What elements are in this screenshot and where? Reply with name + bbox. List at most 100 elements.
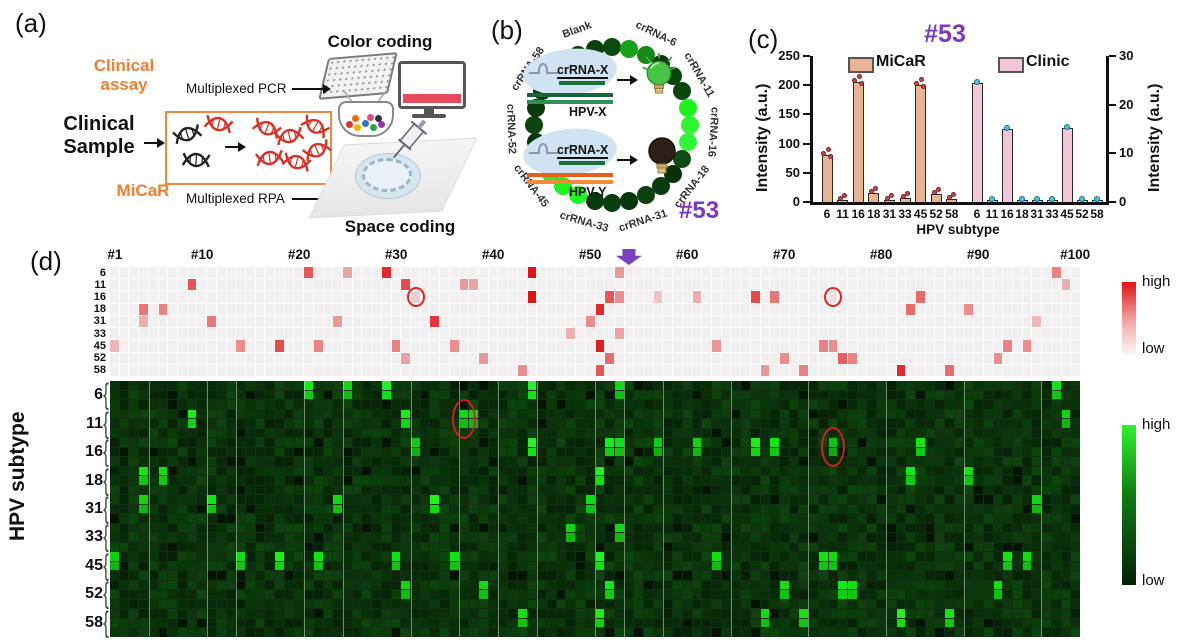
heatmap-cell: [381, 514, 391, 523]
heatmap-cell: [226, 466, 236, 476]
heatmap-cell: [527, 303, 537, 315]
heatmap-cell: [886, 352, 896, 364]
heatmap-cell: [954, 504, 964, 514]
ring-label: Blank: [561, 19, 594, 41]
heatmap-cell: [731, 267, 741, 279]
heatmap-cell: [964, 291, 974, 303]
bar: [868, 193, 880, 202]
heatmap-cell: [644, 419, 653, 428]
heatmap-cell: [818, 495, 828, 504]
heatmap-cell: [828, 303, 838, 315]
heatmap-cell: [440, 523, 449, 533]
heatmap-cell: [886, 495, 896, 504]
heatmap-cell: [692, 476, 702, 485]
heatmap-cell: [430, 533, 440, 542]
heatmap-cell: [925, 523, 935, 533]
heatmap-cell: [624, 457, 634, 466]
heatmap-cell: [401, 618, 410, 628]
heatmap-cell: [517, 447, 527, 457]
heatmap-cell: [546, 618, 556, 628]
heatmap-cell: [527, 542, 537, 552]
heatmap-cell: [139, 571, 148, 580]
heatmap-cell: [702, 485, 712, 495]
heatmap-cell: [469, 476, 478, 485]
heatmap-cell: [294, 428, 304, 438]
heatmap-cell: [945, 514, 954, 523]
heatmap-cell: [168, 533, 177, 542]
heatmap-cell: [284, 328, 294, 340]
heatmap-cell: [245, 476, 255, 485]
heatmap-cell: [420, 580, 430, 590]
heatmap-cell: [585, 400, 595, 409]
heatmap-cell: [731, 542, 741, 552]
heatmap-cell: [653, 352, 663, 364]
heatmap-cell: [867, 315, 877, 328]
x-tick-label: 58: [945, 207, 959, 221]
heatmap-cell: [906, 618, 915, 628]
heatmap-cell: [391, 590, 401, 599]
heatmap-cell: [488, 561, 498, 571]
chip-disc-rings: [362, 158, 412, 192]
heatmap-cell: [527, 291, 537, 303]
heatmap-cell: [1032, 523, 1042, 533]
heatmap-cell: [498, 457, 508, 466]
heatmap-cell: [362, 571, 372, 580]
heatmap-cell: [818, 352, 828, 364]
heatmap-cell: [401, 542, 410, 552]
heatmap-cell: [1032, 400, 1042, 409]
heatmap-cell: [644, 400, 653, 409]
heatmap-cell: [236, 340, 245, 352]
heatmap-cell: [139, 514, 148, 523]
heatmap-cell: [216, 267, 226, 279]
heatmap-cell: [1071, 303, 1080, 315]
heatmap-cell: [1032, 279, 1042, 291]
heatmap-cell: [110, 599, 119, 609]
heatmap-cell: [799, 485, 809, 495]
heatmap-cell: [702, 552, 712, 561]
heatmap-cell: [731, 533, 741, 542]
heatmap-cell: [741, 291, 750, 303]
heatmap-cell: [847, 466, 857, 476]
chip-separator: [1041, 381, 1043, 637]
heatmap-cell: [702, 400, 712, 409]
heatmap-cell: [993, 419, 1003, 428]
heatmap-cell: [362, 409, 372, 419]
heatmap-cell: [692, 466, 702, 476]
heatmap-cell: [129, 552, 139, 561]
heatmap-cell: [372, 428, 381, 438]
heatmap-cell: [838, 514, 847, 523]
heatmap-cell: [275, 303, 284, 315]
heatmap-cell: [168, 364, 177, 376]
heatmap-cell: [614, 291, 624, 303]
assay-well: [636, 186, 655, 205]
heatmap-cell: [935, 303, 945, 315]
crRNA-x-off-label: crRNA-X: [557, 143, 609, 159]
heatmap-cell: [566, 476, 576, 485]
heatmap-cell: [964, 303, 974, 315]
heatmap-cell: [411, 409, 420, 419]
heatmap-cell: [362, 447, 372, 457]
heatmap-cell: [614, 428, 624, 438]
heatmap-cell: [381, 476, 391, 485]
heatmap-cell: [886, 438, 896, 447]
data-point: [1019, 196, 1025, 203]
heatmap-cell: [508, 476, 517, 485]
heatmap-cell: [634, 628, 644, 637]
heatmap-cell: [1032, 457, 1042, 466]
heatmap-cell: [954, 447, 964, 457]
legend-label-micar: MiCaR: [876, 53, 926, 70]
heatmap-cell: [663, 303, 673, 315]
heatmap-cell: [469, 495, 478, 504]
heatmap-cell: [478, 561, 488, 571]
heatmap-cell: [177, 352, 187, 364]
heatmap-cell: [809, 419, 818, 428]
heatmap-cell: [245, 409, 255, 419]
heatmap-cell: [420, 609, 430, 618]
heatmap-cell: [459, 466, 469, 476]
heatmap-cell: [372, 267, 381, 279]
heatmap-cell: [1022, 628, 1032, 637]
heatmap-cell: [449, 533, 459, 542]
heatmap-cell: [605, 504, 614, 514]
heatmap-cell: [275, 514, 284, 523]
heatmap-cell: [964, 514, 974, 523]
